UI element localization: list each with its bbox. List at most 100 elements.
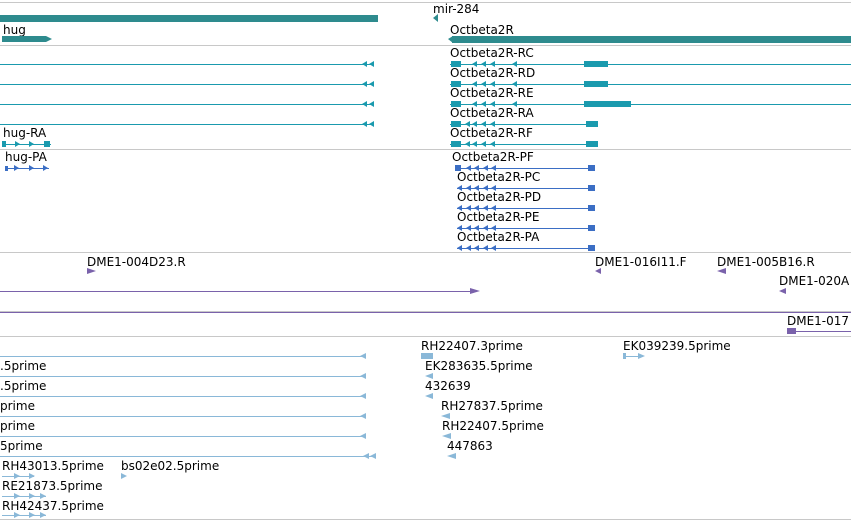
est-arrow-icon[interactable] (121, 473, 127, 479)
transcript-line[interactable] (0, 84, 372, 85)
est-label[interactable]: prime (0, 419, 35, 433)
gene-bar-left[interactable] (0, 15, 378, 22)
clone-line[interactable] (0, 312, 851, 313)
protein-line[interactable] (5, 168, 49, 169)
protein-exon[interactable] (588, 225, 595, 231)
clone-marker-icon[interactable] (87, 268, 96, 274)
est-line[interactable] (623, 356, 643, 357)
transcript-line[interactable] (450, 104, 851, 105)
est-line[interactable] (0, 456, 376, 457)
est-label[interactable]: 432639 (425, 379, 471, 393)
est-line[interactable] (0, 376, 366, 377)
protein-line[interactable] (457, 188, 595, 189)
exon[interactable] (451, 141, 461, 147)
exon[interactable] (451, 81, 461, 87)
est-label[interactable]: RH43013.5prime (2, 459, 104, 473)
est-label[interactable]: 5prime (0, 439, 43, 453)
exon[interactable] (44, 141, 50, 147)
est-label[interactable]: .5prime (0, 379, 47, 393)
transcript-label[interactable]: hug-RA (3, 126, 47, 140)
gene-bar-hug[interactable] (2, 36, 46, 42)
protein-label[interactable]: Octbeta2R-PD (457, 190, 542, 204)
transcript-line[interactable] (0, 64, 372, 65)
exon[interactable] (584, 81, 608, 87)
clone-line[interactable] (0, 291, 474, 292)
exon[interactable] (451, 121, 461, 127)
clone-marker-icon[interactable] (717, 268, 726, 274)
protein-line[interactable] (455, 168, 595, 169)
clone-label[interactable]: DME1-016I11.F (595, 255, 687, 269)
gene-label-mir284[interactable]: mir-284 (433, 2, 480, 16)
protein-exon[interactable] (588, 185, 595, 191)
est-label[interactable]: RH22407.5prime (442, 419, 544, 433)
transcript-label[interactable]: Octbeta2R-RE (450, 86, 534, 100)
transcript-line[interactable] (0, 104, 372, 105)
clone-marker-icon[interactable] (595, 268, 601, 274)
protein-label[interactable]: Octbeta2R-PC (457, 170, 541, 184)
est-arrow-icon[interactable] (447, 453, 456, 459)
exon[interactable] (584, 61, 608, 67)
est-feature[interactable] (421, 353, 433, 359)
clone-line[interactable] (787, 331, 851, 332)
est-label[interactable]: EK283635.5prime (425, 359, 533, 373)
exon[interactable] (586, 141, 598, 147)
est-label[interactable]: RE21873.5prime (2, 479, 103, 493)
est-feature[interactable] (623, 353, 626, 359)
gene-label-hug[interactable]: hug (3, 23, 26, 37)
transcript-line[interactable] (450, 144, 596, 145)
protein-exon[interactable] (588, 205, 595, 211)
gene-bar-octbeta2r[interactable] (452, 36, 851, 43)
protein-line[interactable] (457, 248, 595, 249)
transcript-label[interactable]: Octbeta2R-RC (450, 46, 534, 60)
clone-label[interactable]: DME1-005B16.R (717, 255, 815, 269)
exon[interactable] (584, 101, 631, 107)
est-line[interactable] (2, 496, 46, 497)
est-line[interactable] (0, 356, 366, 357)
transcript-line[interactable] (450, 64, 851, 65)
exon[interactable] (2, 141, 6, 147)
est-label[interactable]: EK039239.5prime (623, 339, 731, 353)
est-line[interactable] (2, 515, 46, 516)
exon[interactable] (451, 61, 461, 67)
est-label[interactable]: .5prime (0, 359, 47, 373)
transcript-line[interactable] (450, 124, 596, 125)
est-label[interactable]: RH27837.5prime (441, 399, 543, 413)
protein-exon[interactable] (588, 245, 595, 251)
est-arrow-icon[interactable] (442, 433, 451, 439)
transcript-line[interactable] (450, 84, 851, 85)
protein-label[interactable]: Octbeta2R-PE (457, 210, 540, 224)
est-arrow-icon[interactable] (425, 373, 433, 379)
mir284-arrow-icon[interactable] (433, 14, 438, 22)
protein-label[interactable]: hug-PA (5, 150, 47, 164)
transcript-line[interactable] (0, 124, 372, 125)
est-arrow-icon[interactable] (441, 413, 450, 419)
clone-marker-icon[interactable] (779, 288, 786, 294)
protein-line[interactable] (457, 228, 595, 229)
est-label[interactable]: bs02e02.5prime (121, 459, 220, 473)
protein-exon[interactable] (455, 165, 461, 171)
est-line[interactable] (0, 436, 366, 437)
protein-label[interactable]: Octbeta2R-PF (452, 150, 534, 164)
est-line[interactable] (0, 396, 366, 397)
protein-exon[interactable] (5, 166, 8, 171)
protein-exon[interactable] (588, 165, 595, 171)
exon[interactable] (451, 101, 461, 107)
est-label[interactable]: prime (0, 399, 35, 413)
est-line[interactable] (0, 416, 366, 417)
exon[interactable] (586, 121, 598, 127)
protein-label[interactable]: Octbeta2R-PA (457, 230, 540, 244)
est-label[interactable]: 447863 (447, 439, 493, 453)
transcript-label[interactable]: Octbeta2R-RD (450, 66, 536, 80)
transcript-line[interactable] (3, 144, 51, 145)
transcript-label[interactable]: Octbeta2R-RA (450, 106, 534, 120)
clone-label[interactable]: DME1-004D23.R (87, 255, 186, 269)
clone-label[interactable]: DME1-020A (779, 274, 850, 288)
est-arrow-icon[interactable] (425, 393, 433, 399)
est-label[interactable]: RH22407.3prime (421, 339, 523, 353)
transcript-label[interactable]: Octbeta2R-RF (450, 126, 533, 140)
clone-label[interactable]: DME1-017 (787, 314, 850, 328)
est-label[interactable]: RH42437.5prime (2, 499, 104, 513)
clone-exon[interactable] (787, 328, 796, 334)
gene-label-octbeta2r[interactable]: Octbeta2R (450, 23, 514, 37)
protein-line[interactable] (457, 208, 595, 209)
